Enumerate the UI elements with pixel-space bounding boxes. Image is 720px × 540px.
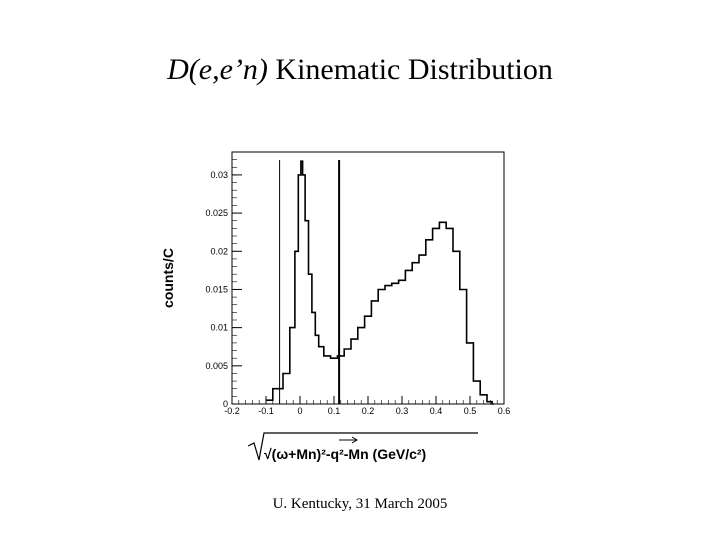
x-axis-label: √(ω+Mn)²-q²-Mn (GeV/c²): [264, 446, 426, 462]
y-tick-label-4: 0.02: [210, 246, 228, 256]
x-tick-label-3: 0.1: [328, 406, 341, 416]
x-tick-label-6: 0.4: [430, 406, 443, 416]
slide-title-rest: Kinematic Distribution: [267, 53, 553, 86]
y-tick-label-1: 0.005: [205, 361, 228, 371]
x-tick-label-8: 0.6: [498, 406, 511, 416]
y-axis-label: counts/C: [160, 248, 176, 308]
series-line: [266, 160, 494, 405]
x-tick-label-2: 0: [297, 406, 302, 416]
slide-title: D(e,e’n) Kinematic Distribution: [0, 50, 720, 90]
y-tick-label-6: 0.03: [210, 170, 228, 180]
x-tick-label-1: -0.1: [258, 406, 274, 416]
footer-text: U. Kentucky, 31 March 2005: [272, 496, 448, 512]
x-tick-label-4: 0.2: [362, 406, 375, 416]
x-tick-label-5: 0.3: [396, 406, 409, 416]
y-tick-label-2: 0.01: [210, 323, 228, 333]
y-tick-label-0: 0: [223, 399, 228, 409]
x-tick-label-0: -0.2: [224, 406, 240, 416]
y-tick-label-5: 0.025: [205, 208, 228, 218]
plot-frame: [231, 151, 505, 405]
vector-arrowhead: [351, 436, 358, 444]
x-tick-label-7: 0.5: [464, 406, 477, 416]
sqrt-sign: [247, 432, 478, 461]
slide-title-italic: D(e,e’n): [167, 53, 268, 86]
y-tick-label-3: 0.015: [205, 284, 228, 294]
